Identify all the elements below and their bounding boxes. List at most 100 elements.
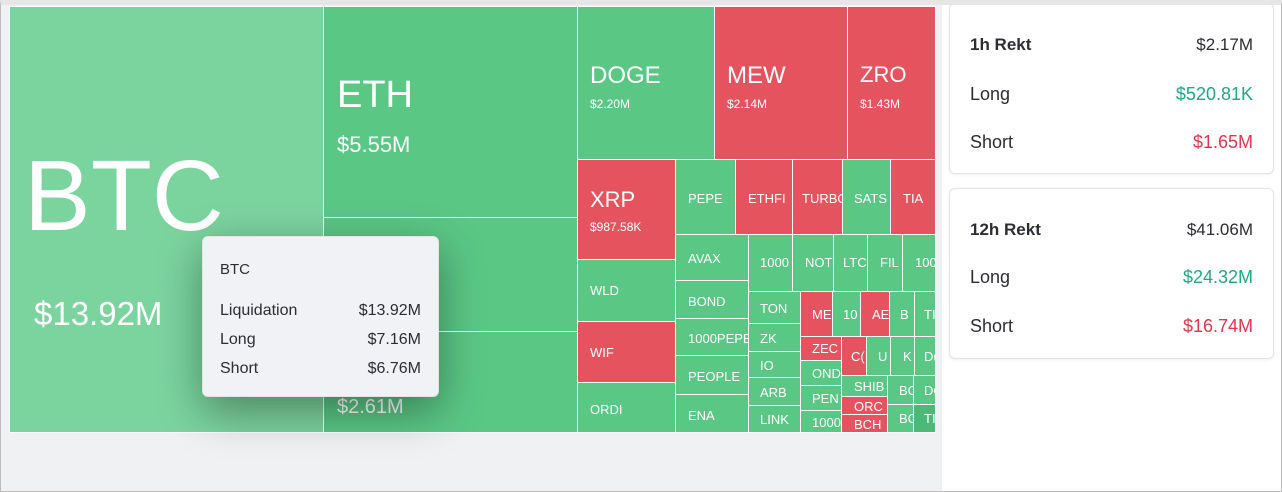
tile-bo-2[interactable]: BO [887, 404, 914, 433]
tile-ordi[interactable]: ORDI [577, 382, 676, 433]
rekt-1h-long-value: $520.81K [1175, 84, 1253, 104]
tile-1000pepe-symbol: 1000PEPE [688, 331, 749, 346]
tile-tia[interactable]: TIA [890, 159, 936, 235]
rekt-12h-long-value: $24.32M [1182, 267, 1253, 287]
tile-doge-symbol: DOGE [590, 62, 661, 89]
tile-ordi-symbol: ORDI [590, 402, 623, 417]
tile-btc-value: $13.92M [34, 295, 163, 332]
tile-arb-symbol: ARB [760, 385, 787, 400]
tile-io-symbol: IO [760, 358, 774, 373]
tile-eth-symbol: ETH [337, 74, 413, 116]
tooltip-row-liquidation: Liquidation $13.92M [220, 302, 421, 320]
rekt-12h-short-row: Short $16.74M [970, 316, 1253, 337]
tile-mew[interactable]: MEW $2.14M [714, 6, 848, 160]
tile-eth[interactable]: ETH $5.55M [323, 6, 578, 218]
tile-avax[interactable]: AVAX [675, 234, 749, 281]
tile-turbo-symbol: TURBO [802, 191, 843, 206]
tooltip-long-label: Long [220, 331, 256, 348]
tile-zec-symbol: ZEC [812, 341, 838, 356]
tile-10[interactable]: 10 [832, 291, 861, 337]
tile-ond-symbol: OND [812, 366, 841, 381]
tile-fil[interactable]: FIL [867, 234, 903, 292]
tile-xrp-symbol: XRP [590, 187, 636, 212]
tile-bond-symbol: BOND [688, 294, 726, 309]
tile-1000-b[interactable]: 1000 [800, 410, 842, 433]
tile-doge-value: $2.20M [590, 97, 631, 111]
tile-wld[interactable]: WLD [577, 259, 676, 322]
tile-ena-symbol: ENA [688, 408, 715, 423]
tile-arb[interactable]: ARB [748, 377, 801, 406]
rekt-12h-total: $41.06M [1186, 220, 1253, 239]
tile-u[interactable]: U [866, 336, 891, 376]
tile-ethfi[interactable]: ETHFI [735, 159, 793, 235]
tile-1000[interactable]: 1000 [748, 234, 793, 292]
tile-xrp[interactable]: XRP $987.58K [577, 159, 676, 260]
tile-turbo[interactable]: TURBO [792, 159, 843, 235]
tile-zro-symbol: ZRO [860, 62, 907, 87]
tile-1000-symbol: 1000 [760, 255, 789, 270]
tile-pepe-symbol: PEPE [688, 191, 723, 206]
tile-pepe[interactable]: PEPE [675, 159, 736, 235]
tile-ti-upper[interactable]: TI [914, 291, 936, 337]
tooltip-liquidation-value: $13.92M [358, 302, 421, 319]
tile-d[interactable]: D( [914, 336, 936, 376]
tile-100[interactable]: 100 [902, 234, 936, 292]
tile-do-symbol: DO [924, 383, 935, 398]
tile-shib[interactable]: SHIB [841, 375, 888, 397]
tile-zk-symbol: ZK [760, 331, 777, 346]
tooltip-liquidation-label: Liquidation [220, 302, 298, 319]
tile-1000pepe[interactable]: 1000PEPE [675, 318, 749, 356]
tile-wif[interactable]: WIF [577, 321, 676, 383]
tile-btc-symbol: BTC [24, 140, 224, 252]
tile-b[interactable]: B [889, 291, 915, 337]
tile-ae-symbol: AE [872, 307, 890, 322]
rekt-1h-long-row: Long $520.81K [970, 84, 1253, 105]
tile-sats[interactable]: SATS [842, 159, 891, 235]
tile-bch[interactable]: BCH [841, 414, 888, 433]
rekt-12h-long-row: Long $24.32M [970, 267, 1253, 288]
tile-doge[interactable]: DOGE $2.20M [577, 6, 715, 160]
tile-ond[interactable]: OND [800, 360, 842, 386]
rekt-1h-title: 1h Rekt [970, 35, 1032, 54]
tooltip-short-value: $6.76M [367, 360, 421, 377]
tile-orc-symbol: ORC [854, 399, 883, 414]
tile-ti-upper-symbol: TI [924, 307, 936, 322]
liquidation-heatmap: BTC $13.92M ETH $5.55M $2.61M DOGE $2.20… [9, 6, 936, 433]
tile-not[interactable]: NOT [792, 234, 834, 292]
tile-zec[interactable]: ZEC [800, 336, 842, 361]
tile-io[interactable]: IO [748, 351, 801, 378]
tile-k[interactable]: K [890, 336, 915, 376]
rekt-12h-header: 12h Rekt $41.06M [970, 220, 1253, 240]
tile-avax-symbol: AVAX [688, 251, 721, 266]
tile-me-symbol: ME [812, 307, 832, 322]
tile-ti-lower-symbol: TI [924, 411, 936, 426]
tile-bond[interactable]: BOND [675, 280, 749, 319]
tile-me[interactable]: ME [800, 291, 833, 337]
rekt-12h-card: 12h Rekt $41.06M Long $24.32M Short $16.… [949, 188, 1274, 359]
tile-pen-symbol: PEN [812, 391, 839, 406]
tile-zk[interactable]: ZK [748, 323, 801, 352]
tile-ena[interactable]: ENA [675, 394, 749, 433]
tooltip-row-short: Short $6.76M [220, 360, 421, 378]
tile-btc[interactable]: BTC $13.92M [9, 6, 324, 433]
tile-10-symbol: 10 [843, 307, 858, 322]
tile-bo[interactable]: BO [887, 375, 914, 405]
tile-zro-value: $1.43M [860, 97, 901, 111]
tile-ton-symbol: TON [760, 301, 788, 316]
tile-d-symbol: D( [924, 349, 935, 364]
tile-ti-lower[interactable]: TI [913, 404, 936, 433]
rekt-12h-title: 12h Rekt [970, 220, 1041, 239]
tile-link[interactable]: LINK [748, 405, 801, 433]
tile-ae[interactable]: AE [860, 291, 890, 337]
tile-ltc-symbol: LTC [843, 255, 867, 270]
tile-ltc[interactable]: LTC [833, 234, 868, 292]
tile-pen[interactable]: PEN [800, 385, 842, 411]
tile-zro[interactable]: ZRO $1.43M [847, 6, 936, 160]
tile-cc[interactable]: C( [841, 336, 867, 376]
tile-ton[interactable]: TON [748, 291, 801, 324]
rekt-1h-short-value: $1.65M [1192, 132, 1253, 152]
rekt-12h-short-value: $16.74M [1182, 316, 1253, 336]
tile-do[interactable]: DO [913, 375, 936, 405]
tile-orc[interactable]: ORC [841, 396, 888, 415]
tile-people[interactable]: PEOPLE [675, 355, 749, 395]
